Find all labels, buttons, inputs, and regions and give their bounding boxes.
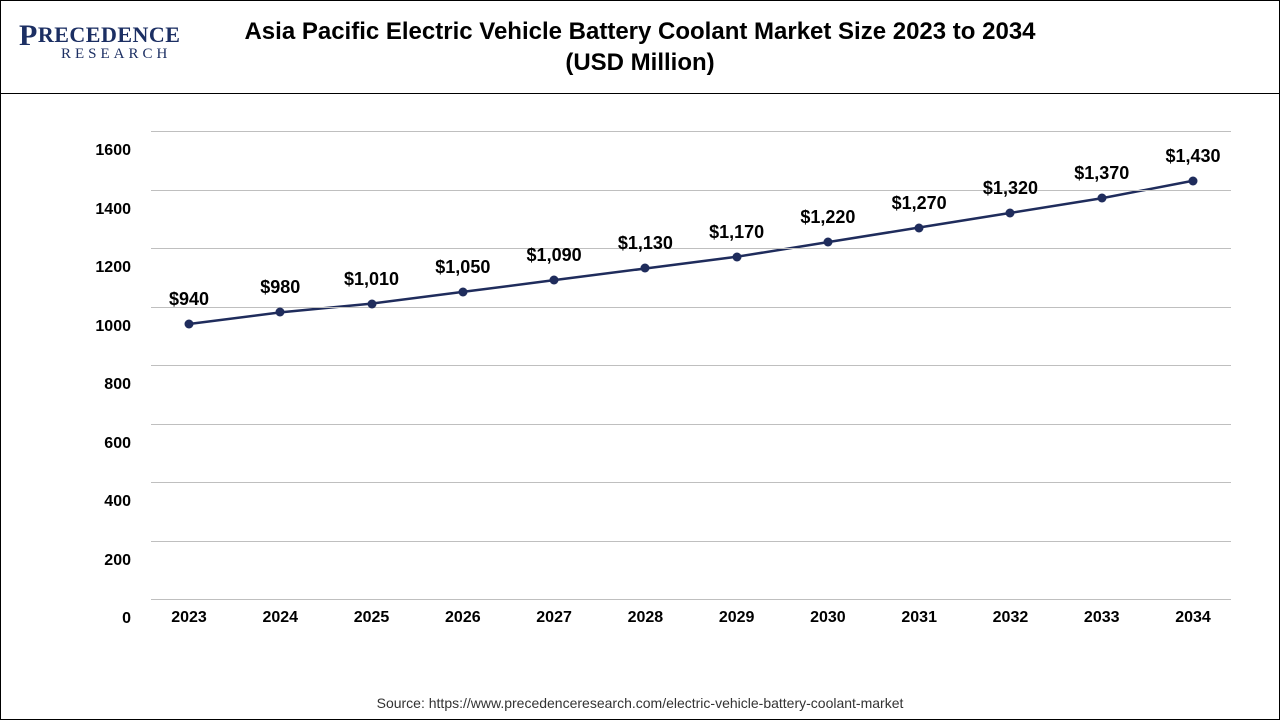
- chart-area: 02004006008001000120014001600$940$980$1,…: [91, 111, 1241, 651]
- title-line-1: Asia Pacific Electric Vehicle Battery Co…: [244, 18, 1035, 45]
- x-axis-tick-label: 2030: [810, 609, 846, 627]
- y-axis-tick-label: 400: [76, 493, 131, 511]
- x-axis-tick-label: 2023: [171, 609, 207, 627]
- data-marker: [550, 276, 559, 285]
- x-axis-tick-label: 2026: [445, 609, 481, 627]
- gridline: [151, 424, 1231, 425]
- data-label: $1,320: [983, 178, 1038, 199]
- logo-p-glyph: P: [19, 19, 38, 52]
- gridline: [151, 365, 1231, 366]
- plot-region: 02004006008001000120014001600$940$980$1,…: [151, 131, 1231, 599]
- data-label: $1,130: [618, 233, 673, 254]
- data-marker: [458, 287, 467, 296]
- gridline: [151, 190, 1231, 191]
- gridline: [151, 248, 1231, 249]
- x-axis-tick-label: 2025: [354, 609, 390, 627]
- x-axis-tick-label: 2029: [719, 609, 755, 627]
- title-line-2: (USD Million): [565, 49, 714, 76]
- gridline: [151, 131, 1231, 132]
- chart-title: Asia Pacific Electric Vehicle Battery Co…: [1, 16, 1279, 78]
- source-caption: Source: https://www.precedenceresearch.c…: [1, 695, 1279, 711]
- data-marker: [915, 223, 924, 232]
- y-axis-tick-label: 1600: [76, 142, 131, 160]
- y-axis-tick-label: 1400: [76, 201, 131, 219]
- logo-subtext: RESEARCH: [61, 46, 171, 63]
- x-axis-tick-label: 2034: [1175, 609, 1211, 627]
- data-marker: [1189, 176, 1198, 185]
- x-axis-tick-label: 2032: [993, 609, 1029, 627]
- gridline: [151, 541, 1231, 542]
- x-axis-tick-label: 2024: [262, 609, 298, 627]
- x-axis-tick-label: 2028: [628, 609, 664, 627]
- y-axis-tick-label: 1200: [76, 259, 131, 277]
- y-axis-tick-label: 1000: [76, 318, 131, 336]
- data-label: $1,430: [1165, 146, 1220, 167]
- gridline: [151, 307, 1231, 308]
- y-axis-tick-label: 600: [76, 435, 131, 453]
- x-axis-tick-label: 2033: [1084, 609, 1120, 627]
- data-label: $1,220: [800, 207, 855, 228]
- x-axis-tick-label: 2031: [901, 609, 937, 627]
- data-marker: [1097, 194, 1106, 203]
- data-marker: [1006, 208, 1015, 217]
- logo-text: RECEDENCE: [38, 22, 181, 47]
- gridline: [151, 482, 1231, 483]
- data-marker: [367, 299, 376, 308]
- gridline: [151, 599, 1231, 600]
- data-label: $980: [260, 277, 300, 298]
- chart-container: PRECEDENCE RESEARCH Asia Pacific Electri…: [0, 0, 1280, 720]
- data-label: $1,010: [344, 269, 399, 290]
- data-label: $1,370: [1074, 163, 1129, 184]
- data-label: $1,170: [709, 222, 764, 243]
- header-band: PRECEDENCE RESEARCH Asia Pacific Electri…: [1, 1, 1279, 94]
- series-line: [189, 181, 1193, 324]
- data-marker: [641, 264, 650, 273]
- x-axis-tick-label: 2027: [536, 609, 572, 627]
- data-label: $940: [169, 289, 209, 310]
- data-marker: [276, 308, 285, 317]
- y-axis-tick-label: 0: [76, 610, 131, 628]
- y-axis-tick-label: 800: [76, 376, 131, 394]
- data-label: $1,050: [435, 257, 490, 278]
- data-label: $1,270: [892, 193, 947, 214]
- data-marker: [185, 320, 194, 329]
- data-marker: [823, 238, 832, 247]
- y-axis-tick-label: 200: [76, 552, 131, 570]
- data-marker: [732, 252, 741, 261]
- data-label: $1,090: [527, 245, 582, 266]
